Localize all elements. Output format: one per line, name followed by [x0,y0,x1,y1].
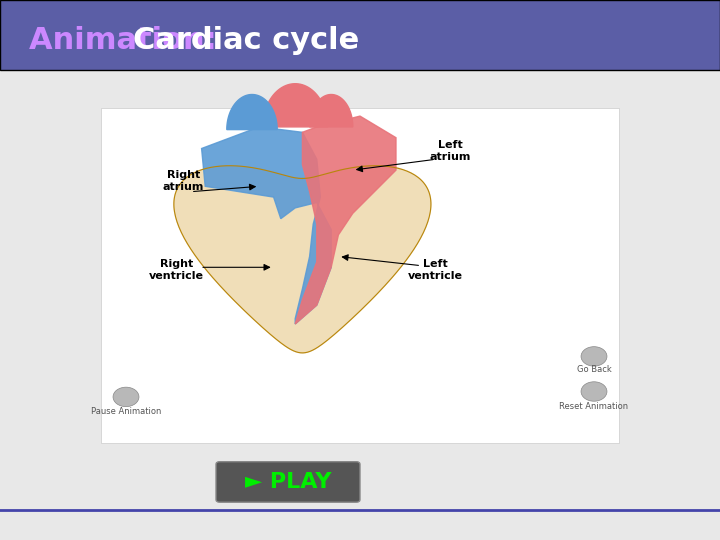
Polygon shape [310,94,353,127]
Text: Right
ventricle: Right ventricle [149,259,204,281]
Text: Reset Animation: Reset Animation [559,402,629,410]
FancyBboxPatch shape [0,0,720,70]
Circle shape [581,347,607,366]
Polygon shape [227,94,277,130]
Text: Cardiac cycle: Cardiac cycle [133,26,359,55]
FancyBboxPatch shape [101,108,619,443]
Text: Left
ventricle: Left ventricle [408,259,463,281]
Polygon shape [263,84,328,127]
Polygon shape [174,166,431,353]
Text: ► PLAY: ► PLAY [245,471,331,492]
Text: Go Back: Go Back [577,366,611,374]
Text: Left
atrium: Left atrium [429,140,471,162]
FancyBboxPatch shape [216,462,360,502]
Text: Pause Animation: Pause Animation [91,407,161,416]
Circle shape [113,387,139,407]
Text: Right
atrium: Right atrium [163,170,204,192]
Polygon shape [202,127,331,324]
Polygon shape [295,116,396,324]
Circle shape [581,382,607,401]
Text: Animation:: Animation: [29,26,228,55]
